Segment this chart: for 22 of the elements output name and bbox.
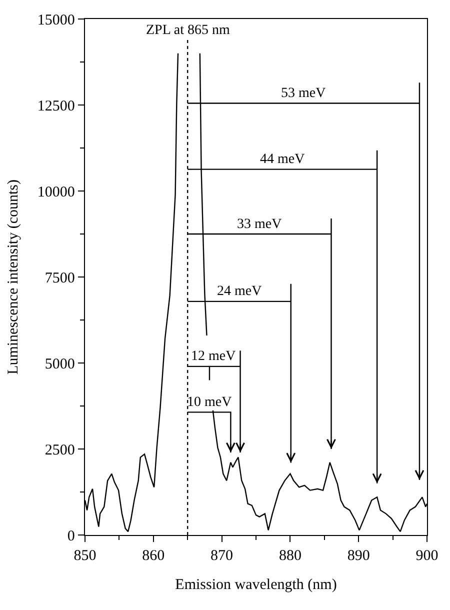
x-tick-label: 890 [347, 548, 370, 564]
annotation: 53 meV [281, 86, 326, 101]
annotation: 12 meV [191, 349, 236, 364]
x-tick-label: 850 [74, 548, 96, 564]
x-axis-title: Emission wavelength (nm) [175, 577, 337, 594]
y-tick-label: 5000 [44, 356, 75, 372]
x-tick-label: 870 [210, 548, 234, 564]
y-tick-label: 0 [67, 528, 75, 544]
annotation: 33 meV [237, 217, 282, 232]
x-tick-label: 860 [142, 548, 165, 564]
annotation: 10 meV [187, 395, 232, 410]
y-tick-label: 15000 [37, 12, 75, 28]
y-tick-label: 10000 [37, 184, 75, 200]
y-tick-label: 12500 [37, 98, 75, 114]
annotation: 24 meV [217, 284, 262, 299]
x-tick-label: 880 [278, 548, 302, 564]
x-tick-label: 900 [416, 548, 438, 564]
y-tick-label: 7500 [44, 270, 75, 286]
annotation: 44 meV [260, 152, 305, 167]
y-axis-title: Luminescence intensity (counts) [6, 180, 22, 374]
y-tick-label: 2500 [44, 442, 75, 458]
ref-line-label: ZPL at 865 nm [146, 23, 230, 38]
